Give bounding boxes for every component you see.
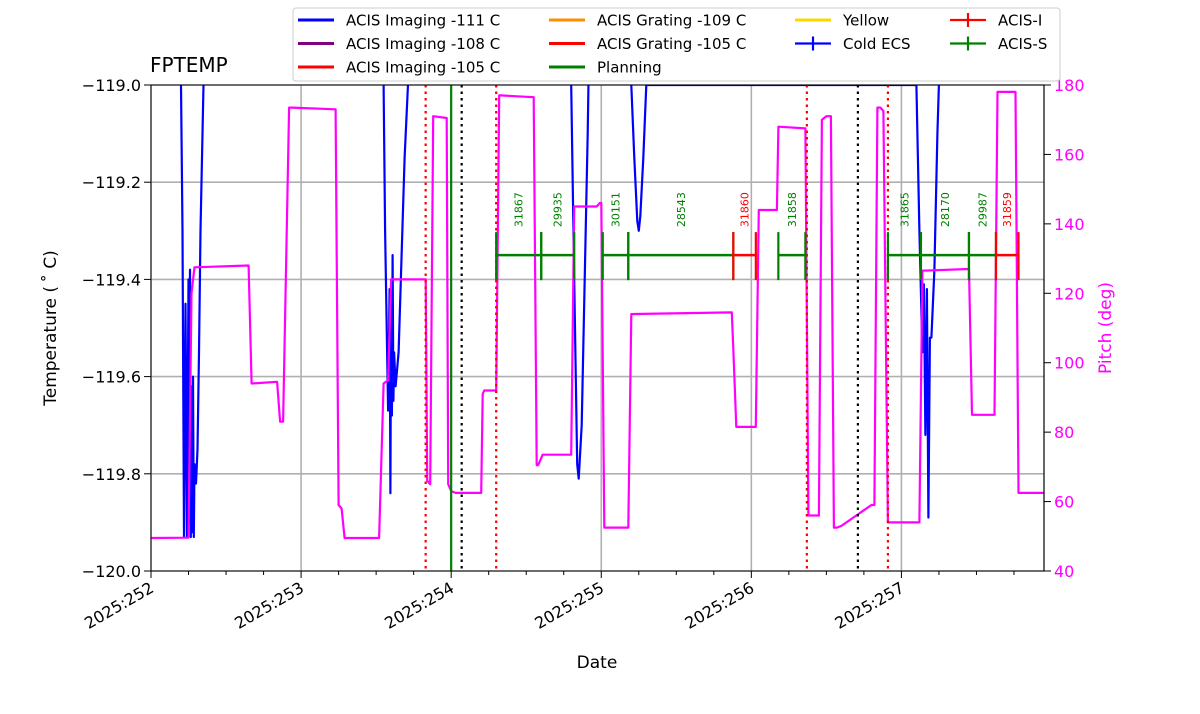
y-tick-label: −119.6	[82, 368, 141, 387]
y-axis-label: Temperature ( ˚ C)	[40, 250, 61, 407]
y-tick-label-right: 120	[1054, 284, 1085, 303]
obsid-label: 31865	[898, 192, 911, 227]
obsid-label: 28543	[675, 192, 688, 227]
x-tick-label: 2025:253	[231, 578, 307, 633]
obsid-label: 31860	[739, 192, 752, 227]
legend: ACIS Imaging -111 C ACIS Imaging -108 C AC…	[292, 7, 1061, 82]
legend-entry-label: ACIS Imaging -108 C	[346, 35, 500, 53]
legend-entry-label: ACIS Grating -105 C	[597, 35, 746, 53]
legend-entry-label: ACIS-S	[998, 35, 1047, 53]
obsid-label: 29935	[552, 192, 565, 227]
y-tick-label-right: 140	[1054, 215, 1085, 234]
obsid-label: 30151	[610, 192, 623, 227]
x-tick-label: 2025:256	[681, 578, 757, 633]
chart-title: FPTEMP	[150, 53, 228, 77]
legend-entry-label: ACIS Grating -109 C	[597, 12, 746, 30]
y-tick-label-right: 180	[1054, 76, 1085, 95]
x-tick-label: 2025:252	[81, 578, 157, 633]
obsid-label: 31858	[786, 192, 799, 227]
series-layer	[151, 85, 1044, 540]
x-tick-label: 2025:255	[531, 578, 607, 633]
legend-entry-label: ACIS Imaging -111 C	[346, 12, 500, 30]
obsid-label: 31867	[513, 192, 526, 227]
fptemp-series-line	[179, 85, 941, 539]
obsid-label: 29987	[977, 192, 990, 227]
legend-entry-label: ACIS-I	[998, 12, 1042, 30]
y-tick-label-right: 80	[1054, 423, 1074, 442]
legend-entry-label: Yellow	[842, 12, 889, 30]
y-tick-label: −119.4	[82, 270, 141, 289]
y-tick-label-right: 60	[1054, 493, 1074, 512]
legend-box	[292, 7, 1061, 82]
y-tick-label-right: 40	[1054, 562, 1074, 581]
legend-entry-label: Cold ECS	[843, 35, 911, 53]
obsid-label: 31859	[1001, 192, 1014, 227]
x-axis-label: Date	[577, 653, 618, 673]
y-tick-label: −119.0	[82, 76, 141, 95]
pitch-series-line	[151, 90, 1044, 540]
y-tick-label: −119.2	[82, 173, 141, 192]
y-tick-label: −119.8	[82, 465, 141, 484]
y-tick-label-right: 160	[1054, 145, 1085, 164]
x-tick-label: 2025:257	[832, 578, 908, 633]
vline-layer	[424, 85, 890, 571]
obsid-label: 28170	[939, 192, 952, 227]
y-axis-label-right: Pitch (deg)	[1096, 282, 1116, 374]
obsid-layer: 31867 29935 30151 28543 31860 31858 31865 28170…	[495, 192, 1020, 281]
legend-entry-label: ACIS Imaging -105 C	[346, 59, 500, 77]
y-tick-label-right: 100	[1054, 354, 1085, 373]
legend-entry-label: Planning	[597, 59, 662, 77]
y-tick-label: −120.0	[82, 562, 141, 581]
x-tick-label: 2025:254	[381, 578, 457, 633]
